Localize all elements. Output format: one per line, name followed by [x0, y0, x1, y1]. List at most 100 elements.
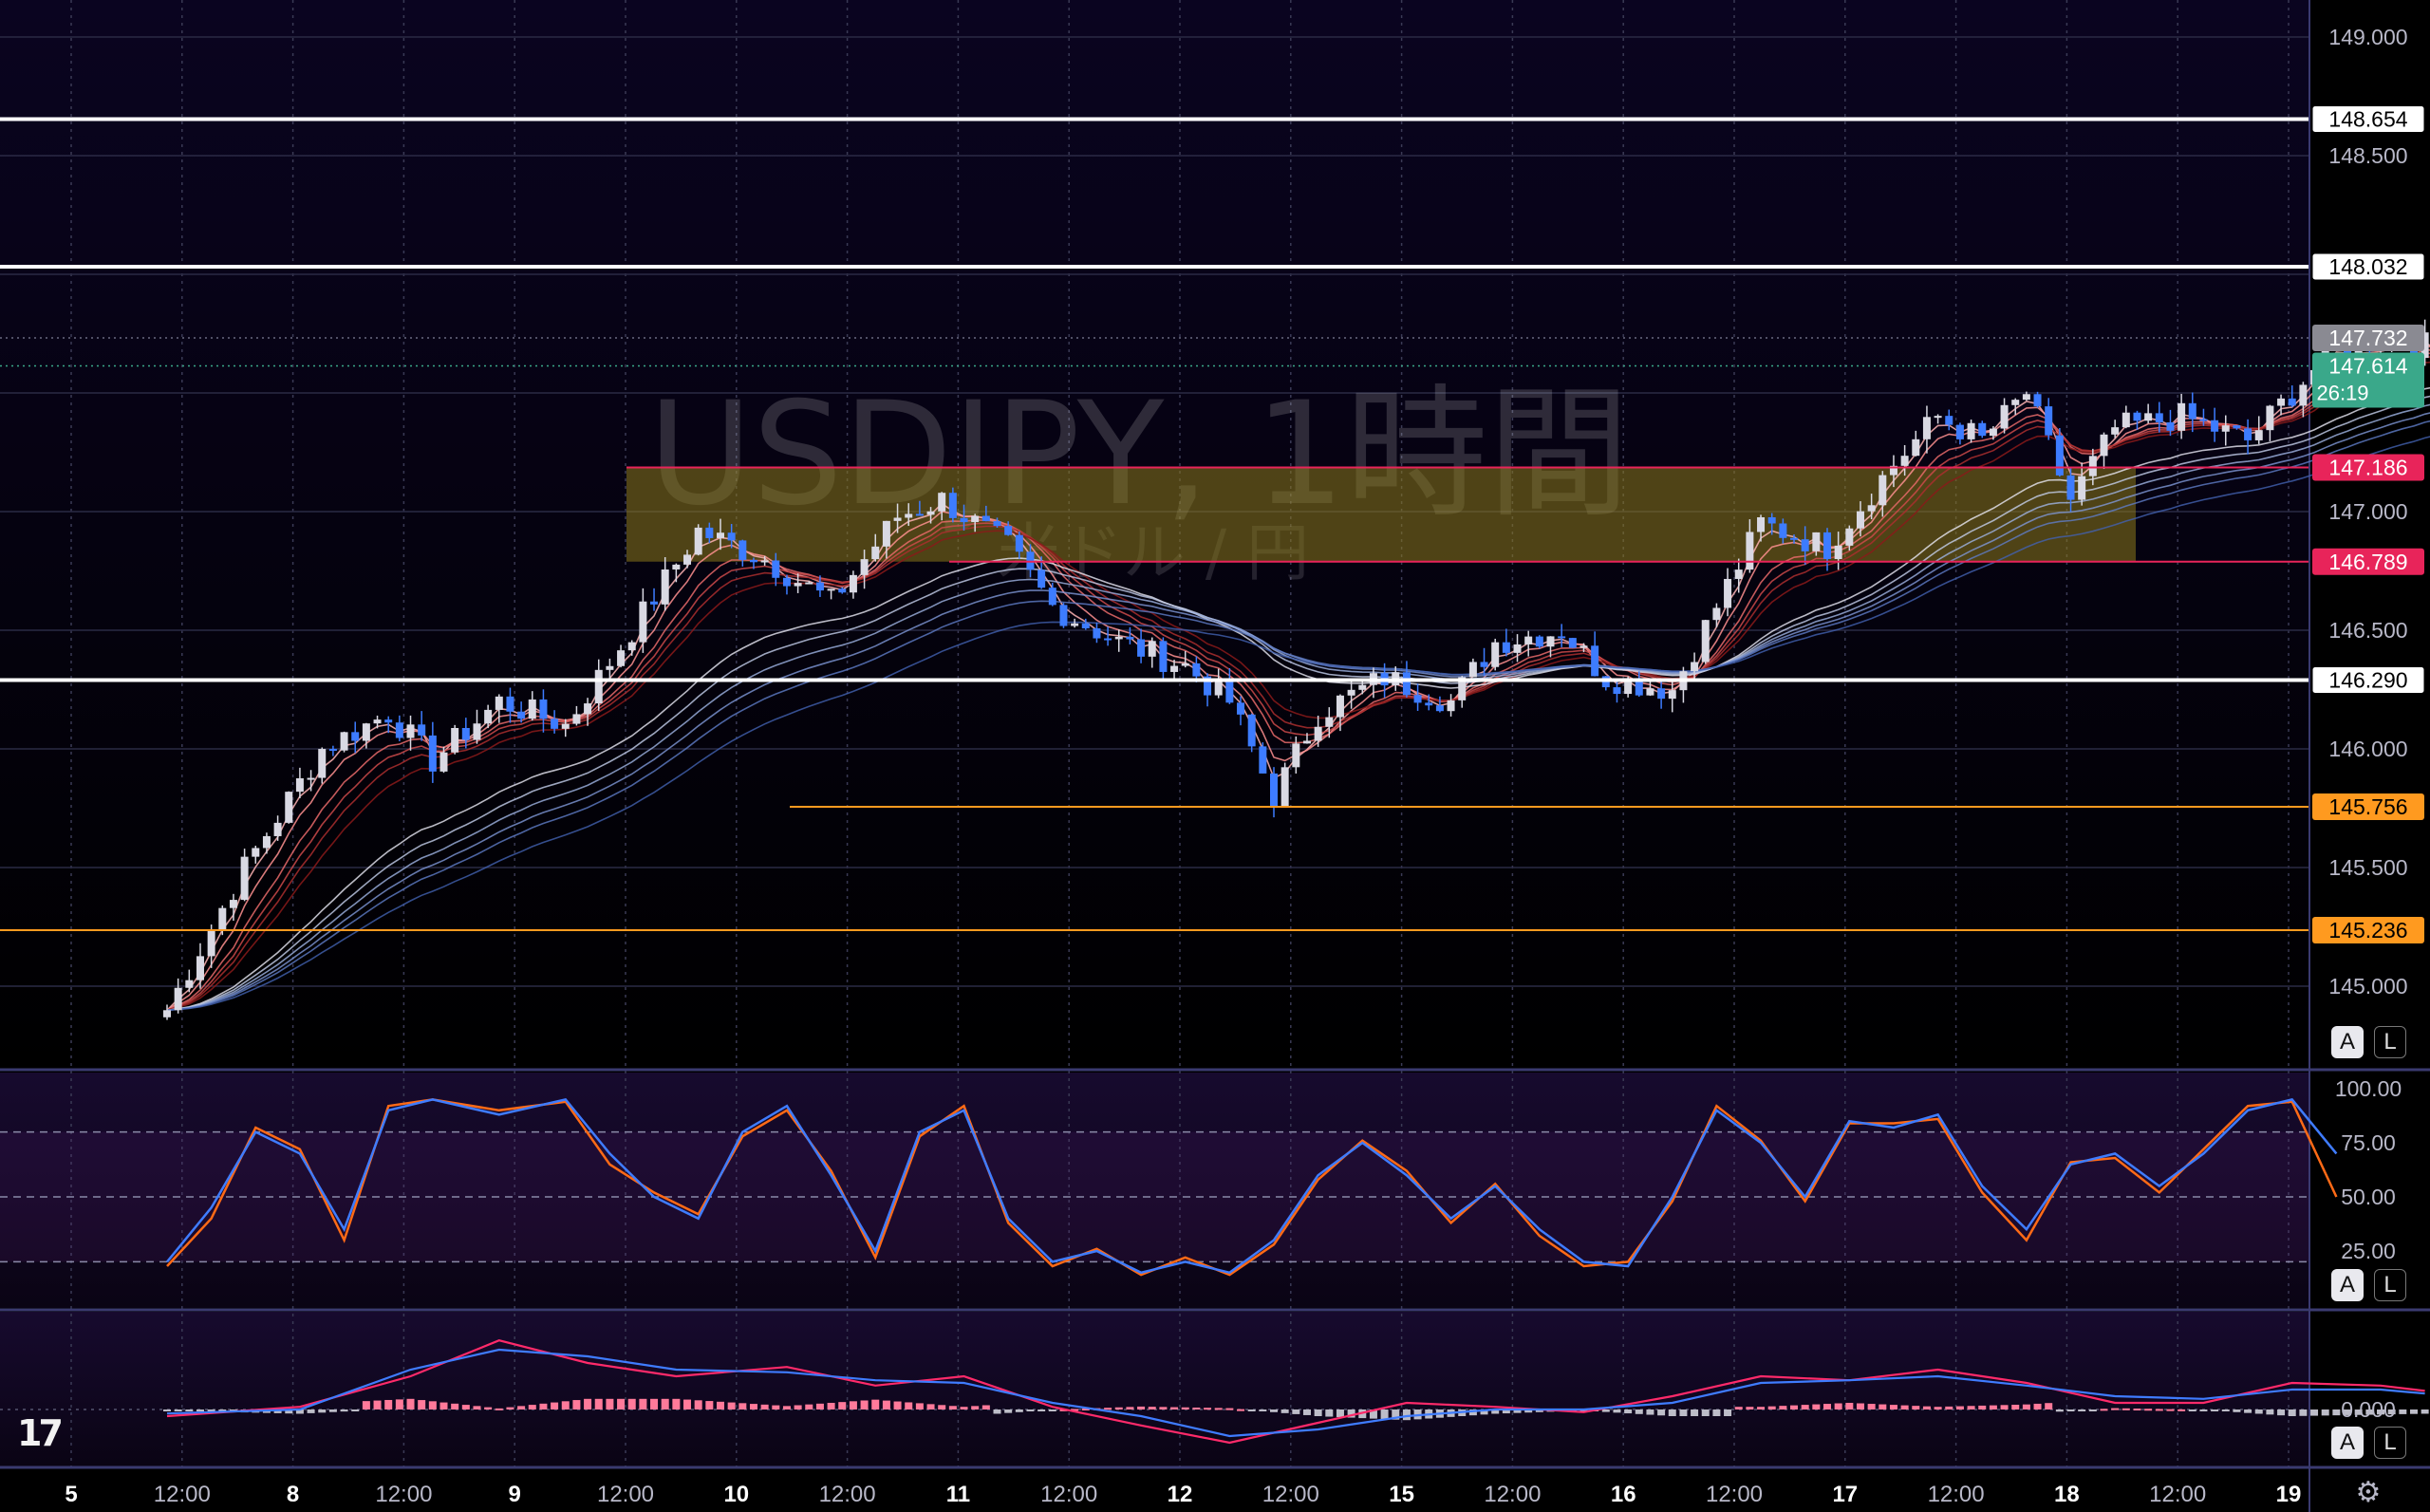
macd-hist-bar: [2199, 1409, 2208, 1411]
candle-body: [1535, 636, 1543, 647]
macd-hist-bar: [1059, 1409, 1068, 1411]
stoch-log-button[interactable]: L: [2374, 1269, 2406, 1301]
macd-hist-bar: [406, 1398, 415, 1409]
macd-hist-bar: [650, 1398, 659, 1409]
macd-hist-bar: [351, 1409, 360, 1411]
macd-hist-bar: [2045, 1403, 2053, 1409]
macd-hist-bar: [1314, 1409, 1322, 1416]
candle-body: [229, 900, 237, 908]
macd-hist-bar: [1513, 1409, 1522, 1413]
candle-body: [594, 669, 603, 704]
macd-hist-bar: [905, 1402, 913, 1409]
macd-hist-bar: [717, 1401, 724, 1409]
macd-hist-bar: [1081, 1409, 1090, 1411]
stoch-auto-button[interactable]: A: [2331, 1269, 2364, 1301]
candle-body: [893, 517, 902, 521]
macd-hist-bar: [196, 1409, 204, 1411]
macd-hist-bar: [1845, 1403, 1854, 1409]
candle-body: [551, 719, 559, 729]
macd-hist-bar: [384, 1399, 393, 1409]
price-tick: 146.000: [2328, 737, 2407, 761]
level-label: 145.236: [2328, 918, 2407, 943]
macd-hist-bar: [1192, 1407, 1201, 1409]
time-tick: 15: [1389, 1482, 1414, 1507]
candle-body: [672, 564, 681, 569]
candle-body: [617, 650, 626, 666]
candle-body: [871, 546, 880, 560]
macd-hist-bar: [1900, 1405, 1909, 1409]
auto-scale-button[interactable]: A: [2331, 1026, 2364, 1058]
candle-body: [406, 724, 415, 738]
level-label-bg: [2312, 548, 2424, 575]
macd-hist-bar: [2166, 1409, 2175, 1411]
candle-body: [285, 792, 293, 823]
macd-hist-bar: [2377, 1409, 2384, 1415]
candle-body: [2000, 404, 2009, 429]
macd-auto-button[interactable]: A: [2331, 1427, 2364, 1459]
macd-hist-bar: [1812, 1404, 1821, 1409]
candle-body: [1081, 623, 1090, 629]
time-tick: 12:00: [1706, 1482, 1763, 1507]
macd-hist-bar: [2033, 1403, 2042, 1409]
log-scale-button[interactable]: L: [2374, 1026, 2406, 1058]
settings-gear-icon[interactable]: ⚙: [2355, 1476, 2382, 1509]
candle-body: [1214, 678, 1223, 696]
macd-hist-bar: [1535, 1409, 1543, 1412]
price-axis: 149.000 148.500 147.000 146.500 146.000 145.5…: [2328, 25, 2407, 999]
macd-hist-bar: [627, 1398, 636, 1409]
level-label: 148.032: [2328, 254, 2407, 279]
candle-body: [981, 515, 990, 522]
candle-body: [1071, 623, 1079, 626]
macd-hist-bar: [328, 1409, 337, 1412]
macd-hist-bar: [461, 1405, 470, 1409]
candle-body: [439, 752, 448, 772]
macd-hist-bar: [1270, 1409, 1278, 1412]
time-axis: 5 12:00 8 12:00 9 12:00 10 12:00 11 12:00 12 12:00 1…: [65, 1482, 2301, 1507]
candle-body: [2055, 435, 2064, 476]
macd-hist-bar: [307, 1409, 315, 1413]
time-tick: 12:00: [597, 1482, 654, 1507]
macd-hist-bar: [2387, 1409, 2396, 1415]
prev-close-label-bg: [2312, 325, 2424, 351]
time-tick: 12:00: [819, 1482, 876, 1507]
candle-body: [2111, 427, 2120, 435]
macd-hist-bar: [1237, 1409, 1245, 1411]
macd-hist-bar: [860, 1400, 869, 1409]
macd-hist-bar: [1502, 1409, 1510, 1414]
macd-hist-bar: [2321, 1409, 2329, 1416]
macd-hist-bar: [2133, 1409, 2141, 1411]
macd-log-button[interactable]: L: [2374, 1427, 2406, 1459]
candle-body: [584, 703, 592, 715]
candle-body: [351, 732, 360, 741]
candle-body: [948, 493, 957, 518]
candle-body: [1280, 767, 1289, 808]
macd-hist-bar: [2211, 1409, 2219, 1411]
macd-hist-bar: [2144, 1409, 2153, 1411]
candle-body: [1922, 417, 1931, 439]
price-tick: 145.500: [2328, 855, 2407, 880]
macd-hist-bar: [561, 1401, 570, 1409]
macd-hist-bar: [1967, 1406, 1975, 1409]
macd-hist-bar: [1955, 1406, 1964, 1409]
macd-hist-bar: [1026, 1409, 1035, 1411]
macd-hist-bar: [1480, 1409, 1488, 1415]
macd-hist-bar: [772, 1405, 780, 1409]
candle-body: [1823, 532, 1831, 560]
candle-body: [395, 722, 403, 738]
candle-body: [196, 956, 204, 980]
macd-hist-bar: [373, 1400, 382, 1409]
candle-body: [2299, 384, 2308, 406]
time-tick: 12:00: [375, 1482, 432, 1507]
macd-hist-bar: [1889, 1405, 1897, 1409]
macd-hist-bar: [849, 1401, 857, 1409]
stoch-d-line: [166, 1098, 2338, 1277]
macd-hist-bar: [1834, 1403, 1842, 1409]
candle-body: [1779, 523, 1787, 538]
macd-hist-bar: [2266, 1409, 2274, 1415]
candle-body: [882, 520, 890, 547]
candle-body: [738, 540, 747, 560]
candle-body: [2066, 475, 2075, 500]
candle-body: [1225, 678, 1234, 703]
macd-hist-bar: [1734, 1407, 1743, 1409]
